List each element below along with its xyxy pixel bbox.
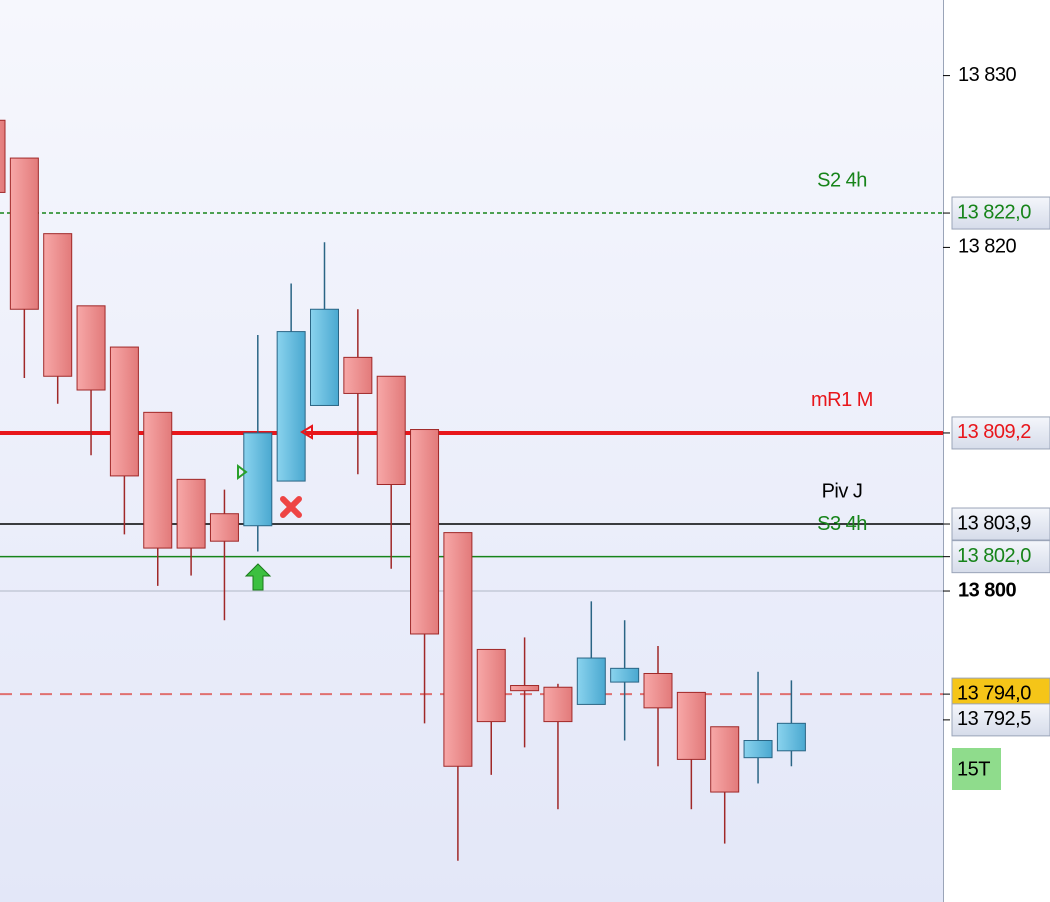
- candle-body: [9, 157, 39, 310]
- price-tag-label: 13 792,5: [957, 708, 1031, 730]
- price-tag: [951, 540, 1050, 574]
- price-tag-label: 13 809,2: [957, 421, 1031, 443]
- candle-body: [209, 513, 239, 542]
- level-label: S3 4h: [817, 513, 867, 535]
- price-tags: 13 822,0 13 809,2 13 803,9 13 802,0 13 794,0…: [943, 196, 1050, 737]
- candle-body: [376, 375, 406, 486]
- exit-cross: [280, 496, 302, 518]
- candle-body: [510, 685, 540, 692]
- price-tag: [951, 703, 1050, 737]
- candle-body: [476, 648, 506, 723]
- level-label: Piv J: [822, 480, 863, 502]
- badge-box: [952, 748, 1001, 790]
- candle-body: [76, 305, 106, 391]
- candle-body: [710, 726, 740, 793]
- badge: 15T: [957, 758, 990, 780]
- candle-body: [743, 739, 773, 759]
- axis: 13 830 13 820 13 800: [943, 64, 1017, 601]
- candle-body: [543, 686, 573, 723]
- candle-body: [610, 667, 640, 683]
- candle-body: [176, 478, 206, 549]
- price-tag: [951, 507, 1050, 541]
- candle-body: [776, 722, 806, 752]
- candle-body: [109, 346, 139, 477]
- price-tag: [951, 416, 1050, 450]
- level-label: mR1 M: [811, 389, 873, 411]
- price-tag: [951, 196, 1050, 230]
- candle-body: [643, 672, 673, 709]
- y-tick-label: 13 820: [958, 236, 1017, 258]
- candle-body: [43, 233, 73, 377]
- signals: [237, 424, 313, 591]
- candles: [0, 119, 806, 861]
- candle-body: [676, 691, 706, 760]
- candle-body: [0, 119, 6, 193]
- exit-marker: [300, 424, 313, 440]
- price-tag-label: 13 803,9: [957, 512, 1031, 534]
- y-tick-label: 13 830: [958, 64, 1017, 86]
- candle-body: [310, 308, 339, 406]
- price-tag-label: 13 794,0: [957, 682, 1031, 704]
- level-label: S2 4h: [817, 169, 867, 191]
- y-tick-label: 13 800: [958, 579, 1017, 601]
- candle-body: [143, 411, 173, 549]
- entry-marker: [237, 464, 248, 480]
- price-tag-label: 13 822,0: [957, 201, 1031, 223]
- candle-body: [443, 532, 473, 767]
- candle-body: [276, 331, 306, 482]
- candle-body: [410, 429, 440, 635]
- price-tag-label: 13 802,0: [957, 545, 1031, 567]
- candle-body: [576, 657, 606, 705]
- buy-arrow: [244, 563, 272, 591]
- candle-body: [243, 432, 273, 527]
- candle-body: [343, 356, 373, 394]
